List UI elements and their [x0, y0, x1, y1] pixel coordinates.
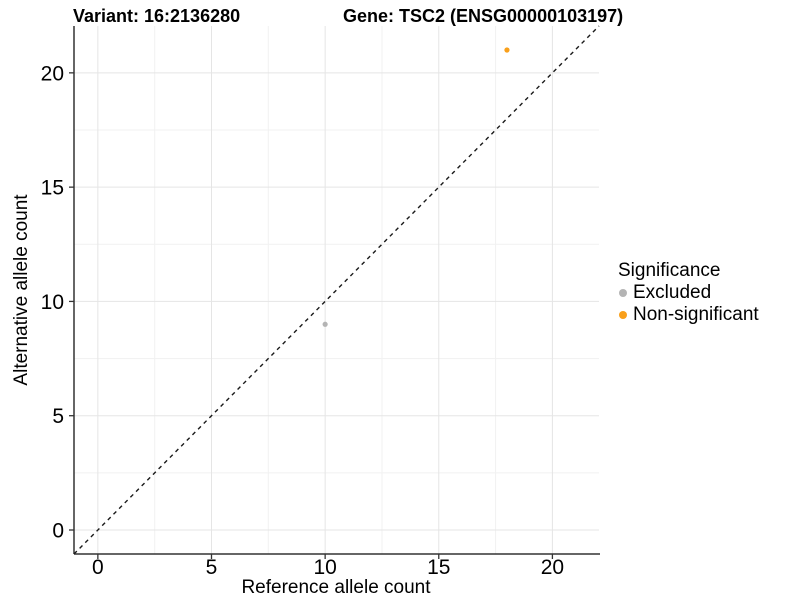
x-tick-label: 5 — [206, 556, 218, 579]
axis-lines — [73, 26, 600, 555]
legend-item-label: Excluded — [633, 282, 712, 303]
legend-item-excluded: Excluded — [618, 282, 759, 304]
legend-title: Significance — [618, 260, 721, 281]
identity-dashed-line — [73, 25, 600, 555]
legend-item-label: Non-significant — [633, 304, 759, 325]
x-tick-label: 15 — [427, 556, 450, 579]
y-tick-label: 0 — [52, 520, 64, 543]
y-tick-label: 5 — [52, 405, 64, 428]
legend-item-non-significant: Non-significant — [618, 304, 759, 326]
excluded-dot-icon — [619, 289, 627, 297]
x-tick-label: 20 — [541, 556, 564, 579]
x-axis-title: Reference allele count — [241, 577, 431, 598]
x-tick-label: 0 — [92, 556, 104, 579]
major-gridlines — [74, 26, 599, 554]
axis-tick-marks — [69, 72, 554, 559]
data-point-excluded — [322, 321, 328, 327]
gene-title: Gene: TSC2 (ENSG00000103197) — [343, 6, 624, 26]
non-significant-dot-icon — [619, 311, 627, 319]
axis-tick-labels: 0 5 10 15 20 0 5 10 15 20 — [41, 62, 564, 579]
variant-title: Variant: 16:2136280 — [73, 6, 241, 26]
data-points — [322, 47, 510, 327]
data-point-non-significant — [504, 47, 510, 53]
identity-line — [73, 25, 600, 555]
x-tick-label: 10 — [313, 556, 336, 579]
y-axis-title: Alternative allele count — [11, 194, 32, 386]
y-tick-label: 20 — [41, 62, 64, 85]
y-tick-label: 15 — [41, 177, 64, 200]
y-tick-label: 10 — [41, 291, 64, 314]
legend: Significance Excluded Non-significant — [618, 260, 759, 326]
minor-gridlines — [74, 26, 599, 554]
